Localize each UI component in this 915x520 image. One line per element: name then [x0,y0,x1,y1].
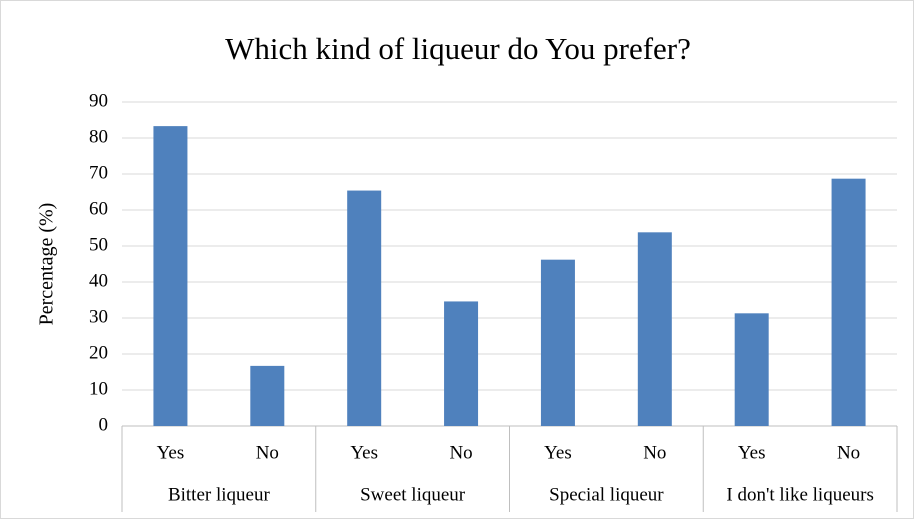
y-tick-label: 70 [89,162,108,183]
y-tick-label: 80 [89,126,108,147]
y-tick-label: 60 [89,198,108,219]
x-tick-label: Yes [738,442,766,463]
bar [540,259,575,426]
group-label: Special liqueur [549,484,664,505]
bar [153,126,188,427]
bar [831,178,866,426]
bar [347,190,382,426]
bar [250,365,285,426]
x-tick-label: No [449,442,472,463]
x-tick-label: No [256,442,279,463]
bar [734,313,769,426]
y-tick-label: 90 [89,90,108,111]
x-tick-label: No [837,442,860,463]
group-label: Sweet liqueur [360,484,466,505]
x-tick-label: No [643,442,666,463]
bar [637,232,672,426]
chart-title: Which kind of liqueur do You prefer? [225,31,691,66]
y-tick-label: 50 [89,234,108,255]
group-label: I don't like liqueurs [726,484,873,505]
y-tick-label: 30 [89,306,108,327]
x-tick-label: Yes [350,442,378,463]
bar [444,301,479,426]
y-axis-label: Percentage (%) [36,203,58,326]
y-tick-label: 0 [99,414,109,435]
y-tick-label: 40 [89,270,108,291]
y-tick-label: 10 [89,378,108,399]
y-tick-label: 20 [89,342,108,363]
group-label: Bitter liqueur [168,484,271,505]
x-tick-label: Yes [157,442,185,463]
x-tick-label: Yes [544,442,572,463]
